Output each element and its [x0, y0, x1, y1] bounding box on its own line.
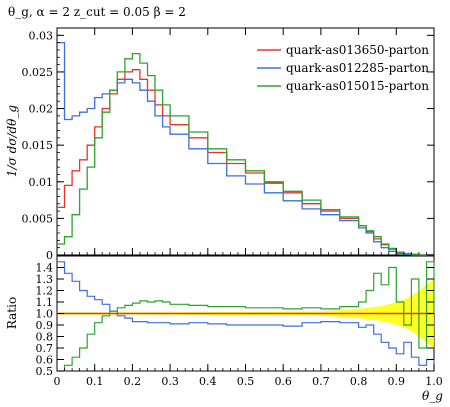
legend: quark-as013650-parton quark-as012285-par…	[257, 43, 429, 93]
x-tick-label-2: 0.2	[124, 375, 142, 388]
ratio-series-line-1	[57, 261, 435, 371]
main-y-tick-label-3: 0.015	[22, 139, 54, 152]
ratio-y-tick-label-1: 0.6	[36, 354, 54, 367]
main-y-tick-label-0: 0	[46, 249, 53, 262]
ratio-series-line-2	[57, 261, 435, 372]
chart-title: θ_g, α = 2 z_cut = 0.05 β = 2	[8, 5, 186, 19]
x-tick-label-1: 0.1	[86, 375, 104, 388]
legend-label-0: quark-as013650-parton	[286, 43, 429, 57]
x-ticks: 0 0.1 0.2 0.3 0.4 0.5 0.6 0.7 0.8 0.9 1.0	[54, 28, 443, 388]
legend-label-2: quark-as015015-parton	[286, 79, 429, 93]
x-tick-label-8: 0.8	[350, 375, 368, 388]
ratio-y-tick-label-8: 1.3	[36, 273, 54, 286]
ratio-y-tick-label-9: 1.4	[36, 262, 54, 275]
main-y-tick-label-5: 0.025	[22, 66, 54, 79]
ratio-y-tick-label-4: 0.9	[36, 319, 54, 332]
x-tick-label-9: 0.9	[388, 375, 406, 388]
main-y-tick-label-1: 0.005	[22, 212, 54, 225]
x-tick-label-7: 0.7	[312, 375, 330, 388]
ratio-y-tick-label-2: 0.7	[36, 342, 54, 355]
x-tick-label-10: 1.0	[425, 375, 443, 388]
ratio-y-tick-label-7: 1.2	[36, 285, 54, 298]
main-series-line-1	[57, 41, 434, 256]
main-y-tick-label-4: 0.02	[29, 103, 54, 116]
x-tick-label-4: 0.4	[199, 375, 217, 388]
ratio-y-tick-label-5: 1.0	[36, 308, 54, 321]
ratio-y-ticks: 0.50.60.70.80.91.01.11.21.31.4	[36, 262, 434, 378]
x-tick-label-0: 0	[54, 375, 61, 388]
main-y-tick-label-6: 0.03	[29, 29, 54, 42]
ratio-series-layer	[57, 261, 435, 372]
legend-label-1: quark-as012285-parton	[286, 61, 429, 75]
ratio-y-tick-label-3: 0.8	[36, 331, 54, 344]
y-axis-label: 1/σ dσ/dθ_g	[5, 105, 19, 178]
x-tick-label-5: 0.5	[237, 375, 255, 388]
main-series-layer	[57, 41, 434, 256]
x-axis-label: θ_g	[422, 389, 443, 403]
main-y-tick-label-2: 0.01	[29, 176, 54, 189]
x-tick-label-3: 0.3	[161, 375, 179, 388]
ratio-y-tick-label-0: 0.5	[36, 365, 54, 378]
main-y-ticks: 0 0.005 0.01 0.015 0.02 0.025 0.03	[22, 29, 434, 262]
ratio-y-tick-label-6: 1.1	[36, 296, 54, 309]
x-tick-label-6: 0.6	[274, 375, 292, 388]
ratio-axis-label: Ratio	[5, 297, 19, 329]
main-series-line-2	[57, 52, 434, 256]
